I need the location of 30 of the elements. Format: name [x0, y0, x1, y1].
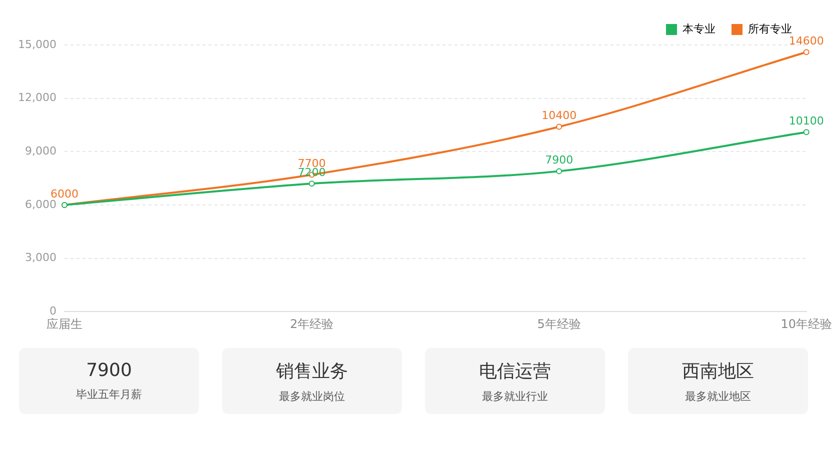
- y-tick-label: 3,000: [24, 251, 56, 264]
- point: [556, 124, 562, 130]
- data-label: 10400: [542, 109, 577, 122]
- text: 销售业务: [275, 360, 349, 382]
- y-tick-label: 9,000: [24, 144, 56, 158]
- text: 电信运营: [478, 360, 552, 382]
- text: 最多就业行业: [481, 388, 549, 404]
- y-tick-label: 15,000: [18, 38, 56, 51]
- data-label: 7900: [545, 154, 574, 167]
- legend-label: 本专业: [682, 22, 716, 36]
- text: 7900: [85, 360, 133, 381]
- data-label: 10100: [788, 114, 824, 128]
- point: [803, 129, 810, 136]
- y-tick-label: 12,000: [18, 91, 56, 104]
- text: 最多就业岗位: [278, 388, 346, 404]
- point: [556, 168, 562, 174]
- x-tick-label: 应届生: [46, 316, 82, 331]
- x-tick-label: 2年经验: [290, 316, 334, 331]
- legend-label: 所有专业: [748, 22, 792, 36]
- text: 最多就业地区: [684, 388, 752, 404]
- text: 毕业五年月薪: [75, 387, 143, 402]
- x-tick-label: 5年经验: [537, 316, 581, 331]
- x-tick-label: 10年经验: [780, 316, 832, 331]
- data-label: 6000: [50, 187, 78, 200]
- y-tick-label: 6,000: [24, 198, 56, 211]
- point: [308, 180, 315, 187]
- text: 西南地区: [681, 360, 755, 382]
- point: [803, 49, 810, 56]
- y-tick-label: 0: [49, 304, 56, 318]
- data-label: 14600: [788, 34, 824, 48]
